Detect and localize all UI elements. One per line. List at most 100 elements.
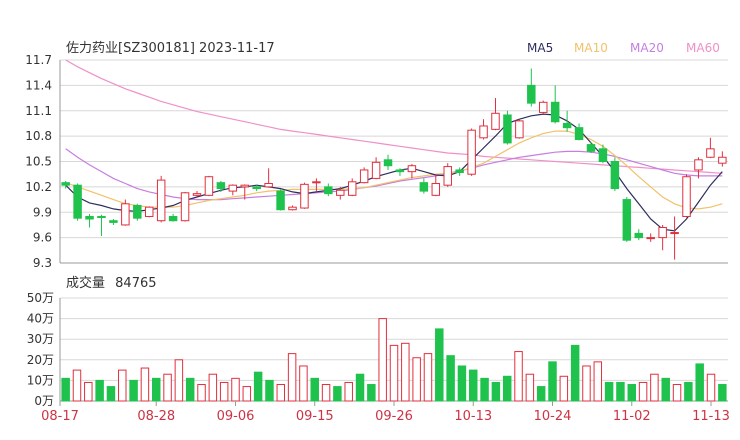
volume-bar-up xyxy=(242,386,252,402)
candle xyxy=(658,224,667,251)
candle xyxy=(694,157,703,179)
candle xyxy=(288,205,297,211)
volume-bar-up xyxy=(401,342,410,402)
date-tick-label: 10-13 xyxy=(454,409,492,424)
volume-bar-up xyxy=(378,318,387,402)
date-tick-label: 09-15 xyxy=(296,409,334,424)
candle xyxy=(515,119,524,139)
volume-tick-label: 20万 xyxy=(27,353,54,367)
candle-body-up xyxy=(539,101,548,113)
candle-body-down xyxy=(503,114,512,144)
candle-body-down xyxy=(168,215,178,222)
candle xyxy=(491,98,500,131)
candle-body-up xyxy=(300,183,309,209)
candle-body-down xyxy=(133,204,142,219)
candle xyxy=(312,178,321,192)
volume-bar-up xyxy=(593,361,603,402)
candle-body-up xyxy=(121,203,130,226)
candle-body-down xyxy=(109,220,118,223)
candle-body-down xyxy=(455,169,464,173)
candle xyxy=(455,167,464,176)
candle xyxy=(383,154,393,170)
candle xyxy=(240,184,249,200)
volume-bar-down xyxy=(265,379,274,402)
price-tick-label: 10.8 xyxy=(25,129,52,143)
date-tick-label: 11-13 xyxy=(692,409,730,424)
volume-bar-down xyxy=(435,328,444,402)
volume-bar-down xyxy=(695,363,704,402)
candle xyxy=(610,157,620,192)
candle-body-up xyxy=(180,192,190,222)
volume-bar-down xyxy=(106,386,116,402)
volume-bar-down xyxy=(61,377,70,402)
volume-bar-down xyxy=(95,379,104,402)
date-tick-label: 09-26 xyxy=(375,409,413,424)
candle xyxy=(622,197,632,242)
volume-bar-up xyxy=(219,381,229,402)
candle-body-up xyxy=(288,206,297,211)
candle xyxy=(598,144,608,164)
volume-bar-up xyxy=(344,381,353,402)
volume-bar-up xyxy=(321,384,331,402)
candle xyxy=(527,68,536,107)
candle xyxy=(156,175,166,223)
candle-body-up xyxy=(443,166,452,186)
ma20-line xyxy=(65,148,723,201)
volume-bar-up xyxy=(559,375,569,402)
volume-bar-down xyxy=(310,377,319,402)
candle-body-down xyxy=(97,215,106,218)
candle xyxy=(706,137,715,159)
volume-bar-up xyxy=(118,369,127,402)
volume-bar-down xyxy=(502,375,512,402)
candle xyxy=(228,184,238,196)
candle xyxy=(109,219,118,225)
volume-bar-down xyxy=(684,381,693,402)
candle xyxy=(300,182,309,209)
candle-body-up xyxy=(240,184,249,188)
candle xyxy=(180,191,190,222)
candle xyxy=(264,168,273,188)
candle xyxy=(359,167,369,184)
volume-tick-label: 10万 xyxy=(27,373,54,387)
volume-bar-down xyxy=(548,361,557,402)
candle xyxy=(646,233,655,242)
candle-body-down xyxy=(383,159,393,167)
candle xyxy=(324,183,333,197)
candle xyxy=(407,164,417,179)
volume-bar-up xyxy=(140,367,150,402)
volume-bar-down xyxy=(367,384,376,402)
candle-body-up xyxy=(718,156,727,164)
volume-bar-up xyxy=(412,357,421,402)
candle-body-down xyxy=(586,144,596,152)
volume-bar-down xyxy=(457,365,467,402)
candle-body-up xyxy=(491,112,500,130)
candle-body-down xyxy=(634,232,643,239)
candle-body-down xyxy=(574,127,584,141)
candle-body-down xyxy=(527,84,536,104)
date-tick-label: 08-28 xyxy=(137,409,175,424)
candle-body-up xyxy=(515,120,524,139)
candle xyxy=(574,123,584,141)
candle-body-up xyxy=(204,176,214,196)
legend-entry-ma60: MA60 xyxy=(686,41,720,55)
candle xyxy=(276,189,285,211)
volume-bar-up xyxy=(208,373,218,402)
candle-body-down xyxy=(562,122,572,129)
candle-body-down xyxy=(598,148,608,162)
candle xyxy=(252,185,261,192)
volume-bar-up xyxy=(638,381,648,402)
volume-bar-down xyxy=(718,384,727,402)
volume-bar-up xyxy=(197,384,206,402)
candle xyxy=(467,128,476,176)
volume-bar-up xyxy=(706,373,716,402)
volume-title: 成交量 84765 xyxy=(66,275,157,291)
candle-body-down xyxy=(395,169,405,173)
candle-body-down xyxy=(216,182,226,190)
candle-body-up xyxy=(706,148,715,158)
volume-bar-down xyxy=(333,386,342,402)
ma10-line xyxy=(65,130,723,210)
candle xyxy=(503,110,512,145)
candle xyxy=(562,110,572,132)
volume-bar-up xyxy=(276,384,286,402)
